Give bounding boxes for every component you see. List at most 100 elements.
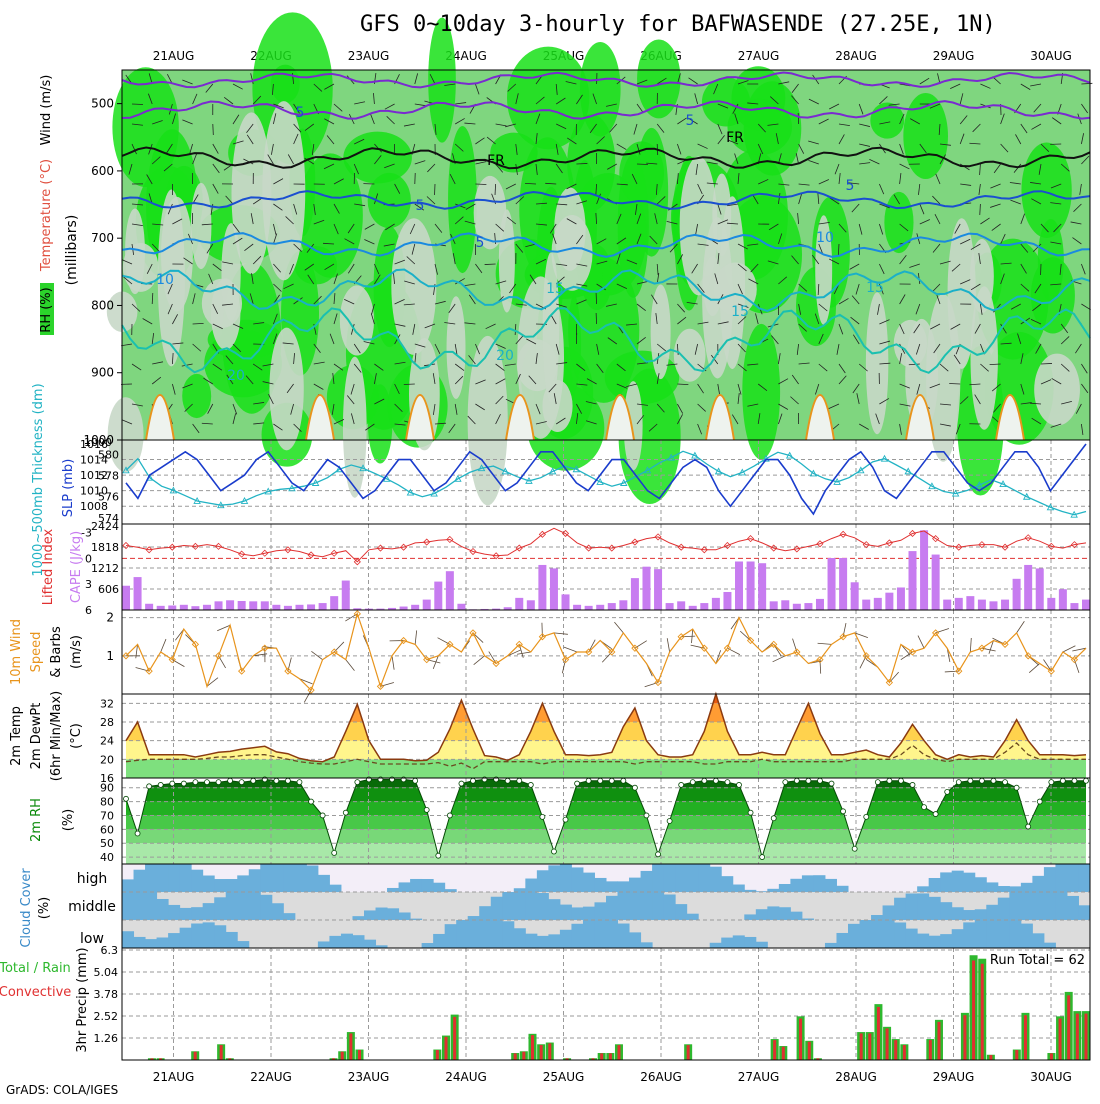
cloud-cell (733, 885, 745, 892)
cloud-cell (283, 864, 295, 892)
pressure-tick-label: 700 (91, 231, 114, 245)
contour-label: 20 (496, 348, 514, 364)
cape-bar (527, 600, 535, 610)
cape-bar (735, 561, 743, 610)
precip-label-convective: Convective (0, 985, 71, 1000)
cloud-cell (571, 907, 583, 920)
cloud-cell (1032, 892, 1044, 920)
cloud-cell (583, 907, 595, 920)
rh-point (887, 778, 892, 783)
cape-bar (1036, 568, 1044, 610)
cloud-cell (952, 929, 964, 948)
rh-point (1037, 799, 1042, 804)
cloud-cell (376, 908, 388, 920)
cloud-cell (537, 936, 549, 948)
rh-point (274, 778, 279, 783)
rh-dry-patch (232, 112, 272, 274)
cloud-cell (226, 879, 238, 892)
rh-point (771, 816, 776, 821)
rh-point (204, 780, 209, 785)
rh-point (679, 782, 684, 787)
cloud-cell (606, 920, 618, 948)
rh-point (575, 781, 580, 786)
rh-point (806, 778, 811, 783)
wind-tick-label: 2 (106, 611, 114, 625)
rh-point (517, 778, 522, 783)
cloud-cell (145, 864, 157, 892)
convective-bar (514, 1053, 517, 1060)
convective-bar (1076, 1014, 1079, 1060)
cloud-cell (249, 892, 261, 920)
cloud-cell (710, 867, 722, 892)
cape-bar (666, 603, 674, 610)
cloud-cell (618, 892, 630, 920)
rh-point (216, 780, 221, 785)
rh-point (725, 780, 730, 785)
cape-bar (215, 601, 223, 610)
cloud-cell (422, 943, 434, 948)
rh2m-label: 2m RH (29, 798, 44, 842)
wind-barb-10m (415, 630, 417, 644)
cloud-cell (1021, 892, 1033, 920)
temp-band (122, 759, 1090, 778)
convective-bar (972, 960, 975, 1060)
cloud-cell (756, 909, 768, 920)
cloud-cell (168, 933, 180, 948)
cloud-cell (203, 876, 215, 892)
rh-point (748, 810, 753, 815)
rh-point (343, 810, 348, 815)
rh-dry-patch (552, 215, 593, 291)
cape-bar (689, 606, 697, 610)
rh-point (794, 778, 799, 783)
convective-bar (1050, 1053, 1053, 1060)
cape-bar (423, 600, 431, 610)
cape-bar (168, 605, 176, 610)
cloud-cell (675, 904, 687, 920)
cape-bar (145, 604, 153, 610)
wind-tick-label: 1 (106, 649, 114, 663)
convective-bar (877, 1007, 880, 1060)
run-total-label: Run Total = 62 (990, 953, 1085, 968)
cloud-cell (306, 865, 318, 892)
li-tick-label: 6 (85, 604, 92, 617)
cloud-cell (329, 936, 341, 948)
wind-barb-10m (716, 650, 721, 663)
cloud-cell (1055, 892, 1067, 920)
temp-tick-label: 28 (100, 716, 114, 729)
rh-point (193, 780, 198, 785)
cloud-cell (641, 871, 653, 892)
pressure-tick-label: 500 (91, 97, 114, 111)
li-axis-label: Lifted Index (41, 528, 56, 605)
cape-bar (515, 598, 523, 610)
rh-point (956, 780, 961, 785)
cloud-cell (721, 938, 733, 948)
date-label-bottom: 29AUG (933, 1070, 975, 1084)
contour-label: 15 (866, 280, 884, 296)
convective-bar (436, 1050, 439, 1060)
rh-point (817, 778, 822, 783)
cloud-cell (687, 914, 699, 920)
cloud-cell (318, 875, 330, 892)
temp-label-line4: (°C) (69, 723, 84, 749)
cloud-cell (456, 920, 468, 948)
cloud-cell (1009, 920, 1021, 948)
rh-band (122, 843, 1090, 864)
rh-point (1060, 778, 1065, 783)
wind-barb (485, 264, 496, 265)
cloud-cell (145, 892, 157, 920)
cloud-cell (813, 875, 825, 892)
temp-band (122, 722, 1090, 741)
cloud-cell (952, 871, 964, 892)
cape-bar (909, 551, 917, 610)
convective-bar (341, 1052, 344, 1060)
cloud-cell (191, 907, 203, 920)
cape-bar (1024, 565, 1032, 610)
cape-bar (191, 606, 199, 610)
cloud-cell (963, 910, 975, 920)
rh-dry-patch (191, 183, 212, 269)
cloud-cell (883, 905, 895, 920)
convective-bar (894, 1040, 897, 1060)
date-label-bottom: 23AUG (348, 1070, 390, 1084)
wind-barb-10m (970, 638, 971, 652)
